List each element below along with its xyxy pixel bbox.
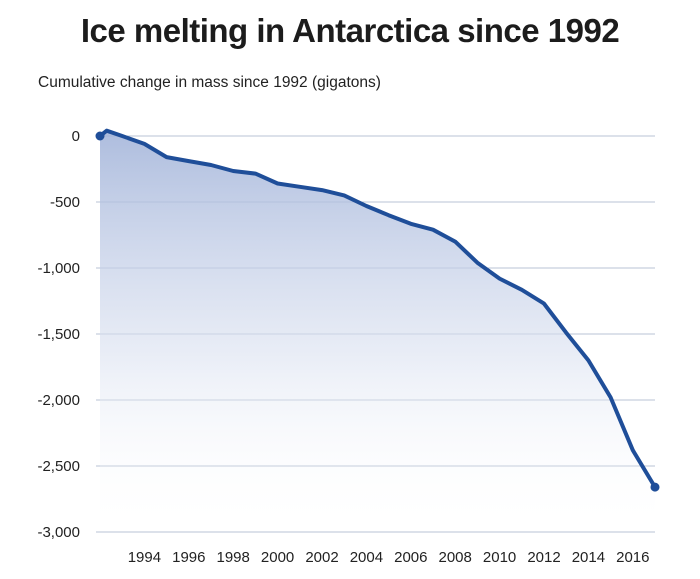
- x-tick-label: 2016: [616, 549, 649, 566]
- y-tick-label: -500: [50, 194, 80, 211]
- x-tick-label: 2010: [483, 549, 516, 566]
- x-tick-label: 2006: [394, 549, 427, 566]
- x-tick-label: 2012: [527, 549, 560, 566]
- y-tick-label: -1,500: [37, 326, 80, 343]
- x-tick-label: 2008: [439, 549, 472, 566]
- end-point-marker: [650, 482, 660, 492]
- y-tick-label: -3,000: [37, 524, 80, 541]
- x-tick-label: 2014: [572, 549, 605, 566]
- x-tick-label: 2002: [305, 549, 338, 566]
- series-line: [98, 128, 657, 490]
- y-tick-label: -2,500: [37, 458, 80, 475]
- start-point-marker: [95, 131, 105, 141]
- y-axis-label: Cumulative change in mass since 1992 (gi…: [38, 74, 381, 91]
- chart-title: Ice melting in Antarctica since 1992: [80, 12, 620, 49]
- area-fill: [100, 130, 655, 532]
- y-tick-label: 0: [72, 128, 80, 145]
- y-tick-label: -1,000: [37, 260, 80, 277]
- x-tick-label: 1994: [128, 549, 161, 566]
- y-tick-label: -2,000: [37, 392, 80, 409]
- x-tick-label: 1998: [217, 549, 250, 566]
- x-tick-label: 2000: [261, 549, 294, 566]
- x-tick-label: 2004: [350, 549, 383, 566]
- x-tick-label: 1996: [172, 549, 205, 566]
